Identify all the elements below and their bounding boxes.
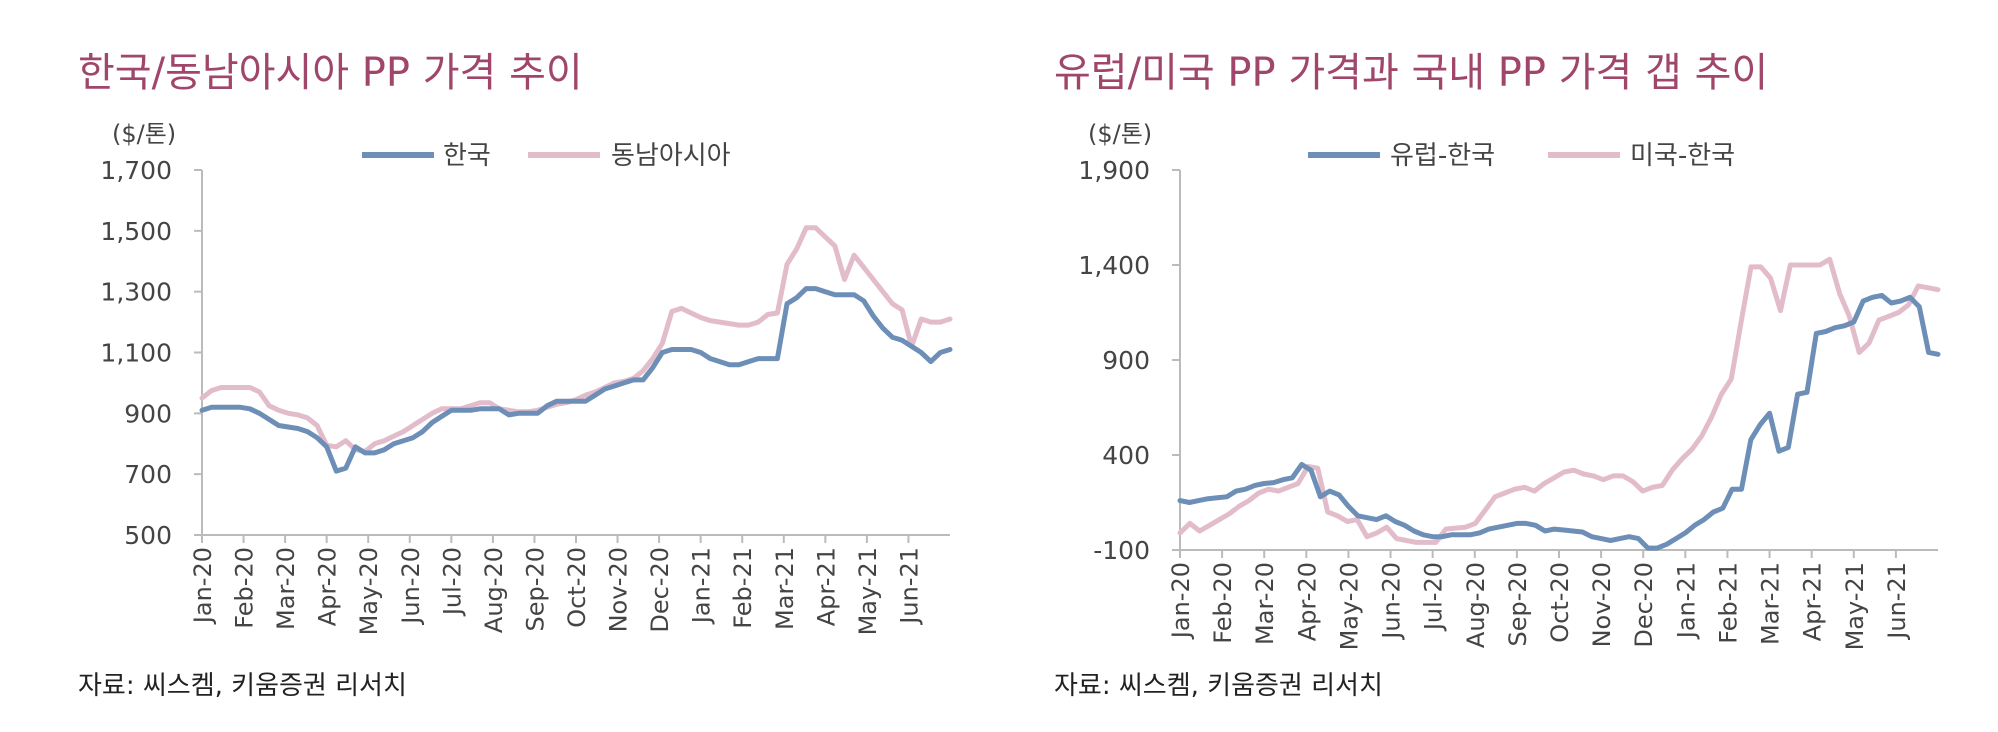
y-tick-label: 500	[124, 521, 172, 550]
y-tick-label: 1,100	[100, 339, 172, 368]
x-tick-label: May-20	[355, 547, 383, 635]
legend-label: 미국-한국	[1630, 141, 1735, 171]
y-tick-label: 900	[124, 399, 172, 428]
y-tick-label: 900	[1102, 346, 1150, 375]
line-chart: ($/톤) 500 700 900 1,100 1,300 1,500 1,700 Jan-20…	[100, 120, 953, 635]
chart-panel-korea-sea: 한국/동남아시아 PP 가격 추이 ($/톤) 500 700 900 1,100 1,3…	[0, 0, 980, 732]
y-tick-label: 1,900	[1078, 156, 1150, 185]
x-tick-label: Apr-20	[1293, 562, 1321, 641]
legend-label: 한국	[443, 141, 491, 171]
x-tick-label: Jan-20	[189, 547, 217, 625]
x-tick-label: Jul-20	[1420, 562, 1448, 632]
x-tick-label: Jan-20	[1167, 562, 1195, 640]
y-unit-label: ($/톤)	[1088, 120, 1152, 148]
y-tick-label: -100	[1093, 536, 1150, 565]
x-tick-label: Aug-20	[480, 547, 508, 633]
x-tick-label: Jun-21	[1883, 562, 1911, 641]
y-tick-label: 1,700	[100, 156, 172, 185]
source-note: 자료: 씨스켐, 키움증권 리서치	[78, 671, 407, 701]
x-tick-label: May-21	[1841, 562, 1869, 650]
x-tick-label: Sep-20	[521, 547, 549, 631]
series-line-pink	[1177, 256, 1941, 545]
x-tick-label: Apr-21	[1799, 562, 1827, 641]
x-tick-label: Dec-20	[646, 547, 674, 633]
x-tick-label: Mar-21	[771, 547, 799, 630]
x-tick-label: Jan-21	[1672, 562, 1700, 640]
x-tick-label: Mar-20	[272, 547, 300, 630]
chart-title: 한국/동남아시아 PP 가격 추이	[78, 50, 583, 96]
x-tick-label: Apr-20	[314, 547, 342, 626]
y-tick-label: 1,300	[100, 278, 172, 307]
y-tick-label: 700	[124, 460, 172, 489]
x-tick-label: Jan-21	[688, 547, 716, 625]
y-tick-label: 400	[1102, 441, 1150, 470]
x-tick-label: Oct-20	[563, 547, 591, 628]
x-tick-label: Jun-20	[397, 547, 425, 626]
x-tick-label: Aug-20	[1462, 562, 1490, 648]
x-tick-label: Jul-20	[438, 547, 466, 617]
x-tick-label: Oct-20	[1546, 562, 1574, 643]
source-note: 자료: 씨스켐, 키움증권 리서치	[1054, 671, 1383, 701]
x-tick-label: Apr-21	[812, 547, 840, 626]
x-tick-label: Nov-20	[1588, 562, 1616, 647]
y-tick-label: 1,400	[1078, 251, 1150, 280]
x-tick-label: Feb-20	[1209, 562, 1237, 644]
x-tick-label: Sep-20	[1504, 562, 1532, 646]
legend-label: 유럽-한국	[1390, 141, 1495, 171]
x-tick-label: Mar-20	[1251, 562, 1279, 645]
x-tick-label: May-20	[1335, 562, 1363, 650]
series-line-pink	[199, 225, 953, 454]
x-tick-label: Nov-20	[605, 547, 633, 632]
x-tick-label: Feb-21	[729, 547, 757, 629]
y-tick-label: 1,500	[100, 217, 172, 246]
series-line-blue	[1177, 292, 1941, 551]
x-tick-label: Feb-20	[231, 547, 259, 629]
x-tick-label: Dec-20	[1630, 562, 1658, 648]
x-tick-label: Feb-21	[1714, 562, 1742, 644]
x-tick-label: Mar-21	[1757, 562, 1785, 645]
series-line-blue	[199, 286, 953, 474]
x-tick-label: Jun-20	[1378, 562, 1406, 641]
legend-label: 동남아시아	[611, 141, 731, 171]
chart-title: 유럽/미국 PP 가격과 국내 PP 가격 갭 추이	[1054, 50, 1769, 96]
chart-panel-eu-us-gap: 유럽/미국 PP 가격과 국내 PP 가격 갭 추이 ($/톤) -100 400 9…	[1000, 0, 1998, 732]
x-tick-label: Jun-21	[895, 547, 923, 626]
line-chart: ($/톤) -100 400 900 1,400 1,900 Jan-20 Feb-20 Mar…	[1078, 120, 1941, 650]
x-tick-label: May-21	[854, 547, 882, 635]
y-unit-label: ($/톤)	[112, 120, 176, 148]
